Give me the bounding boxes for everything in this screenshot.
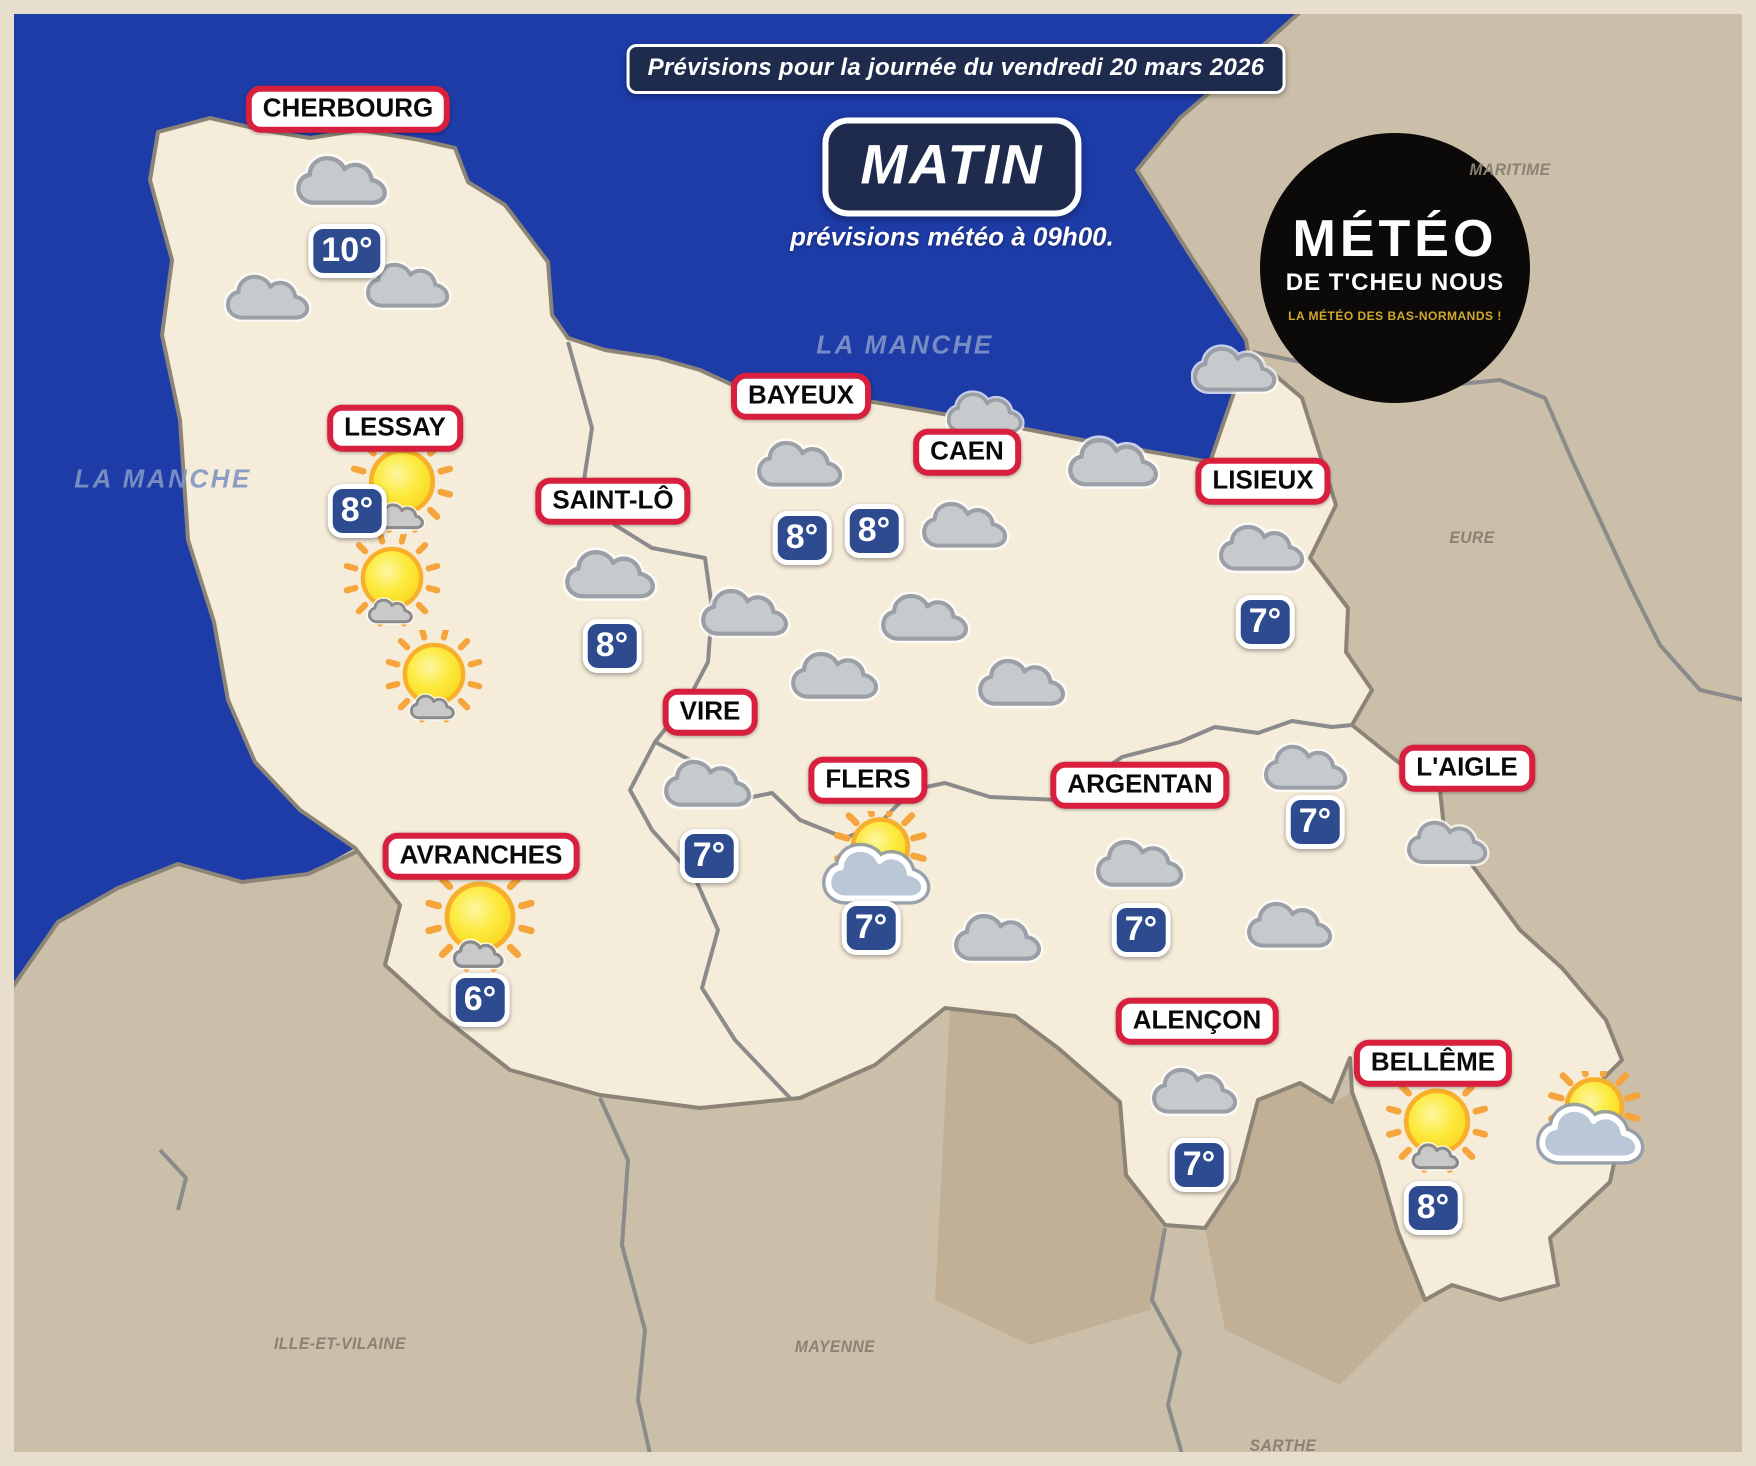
cloud-icon [223, 272, 312, 333]
logo-tagline: LA MÉTÉO DES BAS-NORMANDS ! [1288, 309, 1502, 323]
cloud-icon [1261, 742, 1350, 803]
cloud-icon [919, 499, 1010, 561]
cloud-icon [1149, 1065, 1240, 1127]
region-label: EURE [1449, 528, 1495, 547]
period-badge: MATIN [822, 117, 1082, 217]
city-label-belleme: BELLÊME [1353, 1039, 1513, 1087]
sea-label: LA MANCHE [74, 463, 252, 494]
border-mayenne-sarthe [1150, 1227, 1184, 1455]
temp-badge-belleme: 8° [1403, 1180, 1463, 1236]
city-label-laigle: L'AIGLE [1399, 744, 1535, 792]
meteo-de-tcheu-nous-logo: MÉTÉO DE T'CHEU NOUS LA MÉTÉO DES BAS-NO… [1260, 133, 1530, 403]
sun-blue-cloud-icon [814, 800, 942, 918]
temp-badge-flers: 7° [841, 900, 901, 956]
logo-subtitle: DE T'CHEU NOUS [1285, 269, 1505, 296]
city-label-alencon: ALENÇON [1115, 997, 1279, 1045]
region-label: MARITIME [1469, 160, 1551, 179]
temp-badge-lisieux: 7° [1235, 594, 1295, 650]
cloud-icon [754, 438, 845, 500]
border-calvados-orne [654, 719, 1353, 840]
city-label-vire: VIRE [662, 688, 758, 736]
cloud-icon [788, 649, 881, 713]
cloud-icon [951, 911, 1044, 975]
cloud-icon [1093, 837, 1186, 901]
forecast-time-subtitle: prévisions météo à 09h00. [790, 221, 1114, 252]
border-brittany-small [158, 1148, 188, 1211]
temp-badge-alencon: 7° [1169, 1137, 1229, 1193]
city-label-bayeux: BAYEUX [731, 372, 871, 420]
cloud-icon [944, 389, 1025, 446]
border-ille-et-vilaine-mayenne [598, 1097, 652, 1455]
cloud-icon [661, 757, 754, 821]
region-label: ILLE-ET-VILAINE [273, 1334, 407, 1353]
temp-badge-lessay: 8° [327, 483, 387, 539]
cloud-icon [1190, 344, 1279, 405]
cloud-icon [1216, 522, 1307, 584]
sea [12, 12, 1300, 988]
cloud-icon [1404, 818, 1490, 877]
city-label-caen: CAEN [913, 428, 1021, 476]
region-label: MAYENNE [794, 1337, 876, 1356]
temp-badge-saint-lo: 8° [582, 618, 642, 674]
temp-badge-bayeux: 8° [772, 510, 832, 566]
cloud-icon [975, 656, 1068, 720]
sun-cloud-icon [420, 862, 540, 994]
city-label-cherbourg: CHERBOURG [245, 85, 451, 133]
cloud-icon [878, 591, 971, 655]
cloud-icon [1065, 435, 1161, 500]
cloud-icon [698, 586, 791, 650]
temp-badge-cherbourg: 10° [308, 223, 386, 279]
temp-badge-vire: 7° [679, 828, 739, 884]
sun-cloud-icon [381, 625, 487, 743]
city-label-saint-lo: SAINT-LÔ [535, 477, 691, 525]
brittany-coastline [10, 850, 357, 990]
city-label-flers: FLERS [808, 756, 928, 804]
sea-label: LA MANCHE [816, 329, 994, 360]
cloud-icon [293, 153, 390, 219]
sun-cloud-icon [1381, 1070, 1493, 1194]
city-label-lessay: LESSAY [327, 404, 463, 452]
temp-badge-caen: 8° [844, 503, 904, 559]
city-label-argentan: ARGENTAN [1050, 761, 1230, 809]
temp-badge-avranches: 6° [450, 972, 510, 1028]
region-label: SARTHE [1249, 1436, 1317, 1455]
outer-land-dark-east [1205, 1083, 1425, 1385]
cloud-icon [1244, 899, 1335, 961]
city-label-lisieux: LISIEUX [1195, 457, 1331, 505]
cloud-icon [363, 260, 452, 321]
temp-badge-laigle: 7° [1285, 794, 1345, 850]
city-label-avranches: AVRANCHES [382, 832, 580, 880]
logo-title: MÉTÉO [1292, 210, 1498, 268]
forecast-date-banner: Prévisions pour la journée du vendredi 2… [626, 44, 1286, 94]
temp-badge-argentan: 7° [1111, 902, 1171, 958]
sun-blue-cloud-icon [1528, 1060, 1656, 1178]
cloud-icon [562, 547, 658, 612]
